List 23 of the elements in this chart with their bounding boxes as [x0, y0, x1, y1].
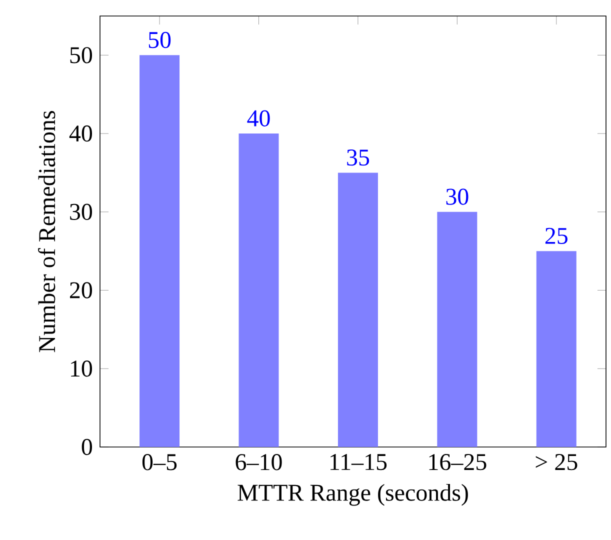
y-tick-label: 50: [70, 47, 92, 64]
bar: [437, 212, 478, 447]
data-label: 30: [446, 188, 468, 205]
data-label: 35: [347, 150, 370, 166]
y-tick-label: 0: [82, 438, 92, 456]
data-label: 40: [247, 110, 270, 126]
x-axis-title: MTTR Range (seconds): [238, 484, 468, 506]
x-tick-label: 16–25: [429, 454, 486, 470]
bar: [536, 251, 576, 447]
y-tick-label: 40: [69, 125, 92, 142]
y-tick-label: 30: [70, 204, 92, 220]
y-tick-label: 10: [71, 360, 92, 377]
y-tick-label: 20: [70, 282, 92, 298]
data-label: 50: [148, 32, 171, 48]
bar: [140, 55, 180, 447]
x-tick-label: 11–15: [330, 454, 387, 470]
y-axis-title: Number of Remediations: [38, 111, 56, 352]
x-tick-label: 6–10: [236, 454, 282, 470]
bar: [338, 172, 378, 447]
x-tick-label: > 25: [536, 454, 578, 470]
bar: [238, 134, 279, 447]
x-tick-label: 0–5: [142, 454, 177, 470]
data-label: 25: [545, 228, 568, 244]
